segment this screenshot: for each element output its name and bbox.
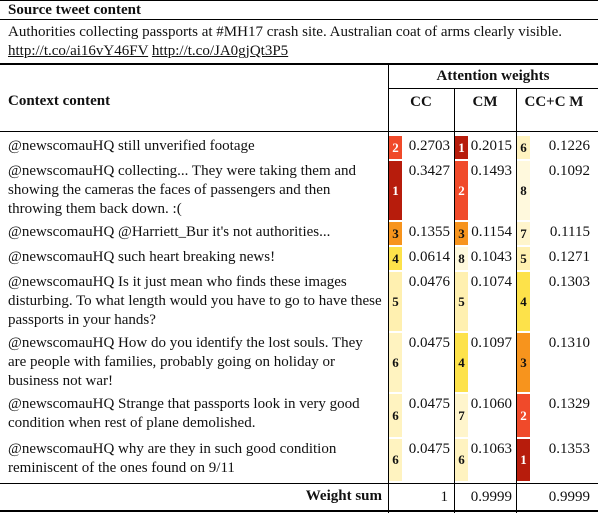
weight-value-cc: 0.0476 bbox=[408, 274, 450, 290]
sum-cm: 0.9999 bbox=[470, 489, 512, 505]
weight-value-cm: 0.1043 bbox=[470, 249, 512, 265]
weight-value-cm: 0.1063 bbox=[470, 441, 512, 457]
weight-value-cm: 0.1493 bbox=[470, 163, 512, 179]
rank-cell-cm: 6 bbox=[455, 439, 468, 481]
weight-value-ccm: 0.1271 bbox=[548, 249, 590, 265]
context-text: @newscomauHQ still unverified footage bbox=[8, 138, 255, 154]
rank-cell-cc: 6 bbox=[389, 333, 402, 392]
weight-value-ccm: 0.1329 bbox=[548, 396, 590, 412]
rank-cell-cm: 5 bbox=[455, 272, 468, 331]
sum-cc: 1 bbox=[440, 489, 449, 505]
rank-cell-ccm: 7 bbox=[517, 222, 530, 245]
source-header-bar: Source tweet content bbox=[0, 0, 598, 20]
attention-weights-header: Attention weights bbox=[436, 68, 550, 84]
sum-top-rule bbox=[0, 483, 598, 484]
rank-cell-cm: 8 bbox=[455, 247, 468, 270]
weight-value-cc: 0.3427 bbox=[408, 163, 450, 179]
rank-cell-ccm: 6 bbox=[517, 136, 530, 159]
rank-cell-cm: 7 bbox=[455, 394, 468, 437]
weight-value-cm: 0.1097 bbox=[470, 335, 512, 351]
weight-value-ccm: 0.1310 bbox=[548, 335, 590, 351]
context-content-header: Context content bbox=[8, 93, 111, 109]
weight-value-ccm: 0.1226 bbox=[548, 138, 590, 154]
weight-value-ccm: 0.1353 bbox=[548, 441, 590, 457]
header-bottom-rule bbox=[0, 131, 598, 132]
context-text: @newscomauHQ Is it just mean who finds t… bbox=[8, 274, 382, 328]
rank-cell-cc: 6 bbox=[389, 439, 402, 481]
context-text: @newscomauHQ How do you identify the los… bbox=[8, 335, 363, 389]
weight-value-cc: 0.0475 bbox=[408, 335, 450, 351]
divider-cm bbox=[516, 89, 517, 513]
divider-context bbox=[388, 64, 389, 513]
sum-cc-cm: 0.9999 bbox=[548, 489, 590, 505]
table-top-rule bbox=[0, 63, 598, 65]
rank-cell-ccm: 3 bbox=[517, 333, 530, 392]
rank-cell-cc: 6 bbox=[389, 394, 402, 437]
source-tweet-body: Authorities collecting passports at #MH1… bbox=[8, 24, 563, 40]
rank-cell-cc: 2 bbox=[389, 136, 402, 159]
weight-value-ccm: 0.1115 bbox=[549, 224, 590, 240]
rank-cell-cm: 3 bbox=[455, 222, 468, 245]
weight-value-cm: 0.1060 bbox=[470, 396, 512, 412]
context-text: @newscomauHQ Strange that passports look… bbox=[8, 396, 360, 431]
context-text: @newscomauHQ collecting... They were tak… bbox=[8, 163, 357, 217]
context-text: @newscomauHQ why are they in such good c… bbox=[8, 441, 337, 476]
rank-cell-ccm: 2 bbox=[517, 394, 530, 437]
column-header-cc-cm: CC+C M bbox=[524, 94, 584, 110]
table-bottom-rule bbox=[0, 510, 598, 512]
source-tweet-text: Authorities collecting passports at #MH1… bbox=[8, 23, 588, 61]
weight-value-cc: 0.0614 bbox=[408, 249, 450, 265]
weight-value-cc: 0.0475 bbox=[408, 441, 450, 457]
rank-cell-ccm: 8 bbox=[517, 161, 530, 220]
rank-cell-cc: 1 bbox=[389, 161, 402, 220]
rank-cell-cm: 1 bbox=[455, 136, 468, 159]
weight-value-ccm: 0.1303 bbox=[548, 274, 590, 290]
rank-cell-cc: 5 bbox=[389, 272, 402, 331]
rank-cell-ccm: 1 bbox=[517, 439, 530, 481]
weight-value-cm: 0.1154 bbox=[471, 224, 512, 240]
rank-cell-cm: 2 bbox=[455, 161, 468, 220]
weight-sum-label: Weight sum bbox=[305, 488, 382, 504]
weight-value-cc: 0.2703 bbox=[408, 138, 450, 154]
column-header-cm: CM bbox=[472, 94, 498, 110]
context-text: @newscomauHQ such heart breaking news! bbox=[8, 249, 276, 265]
source-link-2[interactable]: http://t.co/JA0gjQt3P5 bbox=[151, 43, 289, 59]
context-text: @newscomauHQ @Harriett_Bur it's not auth… bbox=[8, 224, 331, 240]
source-header: Source tweet content bbox=[8, 2, 142, 18]
rank-cell-ccm: 4 bbox=[517, 272, 530, 331]
weight-value-ccm: 0.1092 bbox=[548, 163, 590, 179]
weight-value-cc: 0.1355 bbox=[408, 224, 450, 240]
weight-value-cm: 0.2015 bbox=[470, 138, 512, 154]
source-link-1[interactable]: http://t.co/ai16vY46FV bbox=[8, 43, 149, 59]
weight-value-cm: 0.1074 bbox=[470, 274, 512, 290]
column-header-cc: CC bbox=[410, 94, 432, 110]
weight-value-cc: 0.0475 bbox=[408, 396, 450, 412]
divider-cc bbox=[454, 89, 455, 513]
rank-cell-cm: 4 bbox=[455, 333, 468, 392]
attention-subrule bbox=[388, 88, 598, 89]
rank-cell-cc: 4 bbox=[389, 247, 402, 270]
rank-cell-cc: 3 bbox=[389, 222, 402, 245]
rank-cell-ccm: 5 bbox=[517, 247, 530, 270]
